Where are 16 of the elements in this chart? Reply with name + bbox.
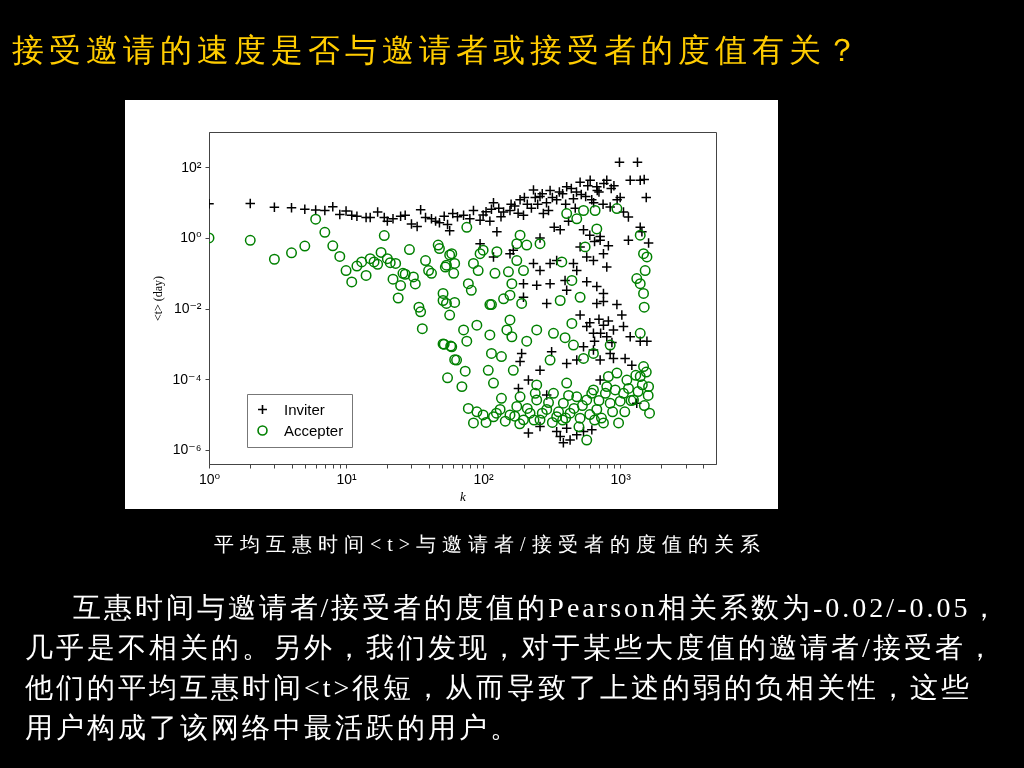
y-tick-label: 10⁻² bbox=[173, 300, 202, 317]
y-tick-label: 10² bbox=[181, 158, 202, 175]
y-axis-title: <t> (day) bbox=[150, 275, 165, 322]
legend-label: Accepter bbox=[284, 421, 344, 439]
y-tick-label: 10⁻⁴ bbox=[172, 370, 202, 387]
text: 平均互惠时间<t>与邀请者/接受者的度值的关系 bbox=[214, 532, 766, 557]
y-tick-label: 10⁻⁶ bbox=[172, 441, 202, 458]
text: 互惠时间与邀请者/接受者的度值的Pearson相关系数为-0.02/-0.05，几乎是不相关的。另外，我们发现，对于某些大度值的邀请者/接受者，他们的平均互惠时间<t>很短，从而导致了上述的弱的负相关性，这些用户构成了该网络中最活跃的用户。 bbox=[25, 591, 1003, 745]
legend-label: Inviter bbox=[284, 400, 325, 418]
chart-title: 接受邀请的速度是否与邀请者或接受者的度值有关？ bbox=[12, 31, 863, 70]
y-tick-label: 10⁰ bbox=[180, 229, 202, 246]
x-tick-label: 10¹ bbox=[336, 470, 358, 487]
x-tick-label: 10⁰ bbox=[198, 470, 221, 487]
x-tick-label: 10³ bbox=[610, 470, 632, 487]
x-axis-title: k bbox=[460, 488, 467, 504]
x-tick-label: 10² bbox=[473, 470, 495, 487]
